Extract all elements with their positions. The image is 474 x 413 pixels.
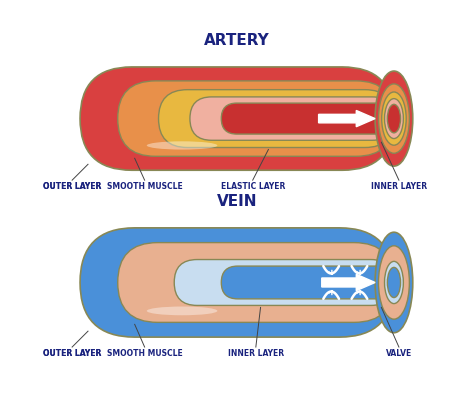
FancyBboxPatch shape [190,97,394,141]
Ellipse shape [382,93,406,146]
Ellipse shape [387,268,401,298]
FancyBboxPatch shape [158,90,394,148]
Ellipse shape [379,85,410,154]
Ellipse shape [375,233,413,333]
Ellipse shape [147,307,218,316]
Text: INNER LAYER: INNER LAYER [228,348,284,357]
Ellipse shape [375,72,413,167]
Ellipse shape [379,246,410,319]
FancyBboxPatch shape [80,228,394,337]
Text: INNER LAYER: INNER LAYER [371,182,427,191]
Text: ARTERY: ARTERY [204,33,270,48]
Ellipse shape [387,105,401,133]
Text: ELASTIC LAYER: ELASTIC LAYER [220,182,285,191]
Text: OUTER LAYER: OUTER LAYER [43,348,101,357]
FancyBboxPatch shape [118,82,394,157]
FancyArrow shape [322,275,375,291]
FancyBboxPatch shape [118,243,394,323]
Text: OUTER LAYER: OUTER LAYER [43,182,101,191]
FancyBboxPatch shape [174,260,394,306]
Text: OUTER LAYER: OUTER LAYER [43,182,101,191]
Text: VEIN: VEIN [217,194,257,209]
Text: VALVE: VALVE [386,348,412,357]
Text: SMOOTH MUSCLE: SMOOTH MUSCLE [107,182,182,191]
Text: OUTER LAYER: OUTER LAYER [43,348,101,357]
FancyArrow shape [319,111,375,128]
Ellipse shape [384,262,403,304]
FancyBboxPatch shape [221,266,394,299]
FancyBboxPatch shape [221,104,394,135]
Ellipse shape [384,100,403,139]
FancyBboxPatch shape [80,68,394,171]
Ellipse shape [147,142,218,150]
Text: SMOOTH MUSCLE: SMOOTH MUSCLE [107,348,182,357]
